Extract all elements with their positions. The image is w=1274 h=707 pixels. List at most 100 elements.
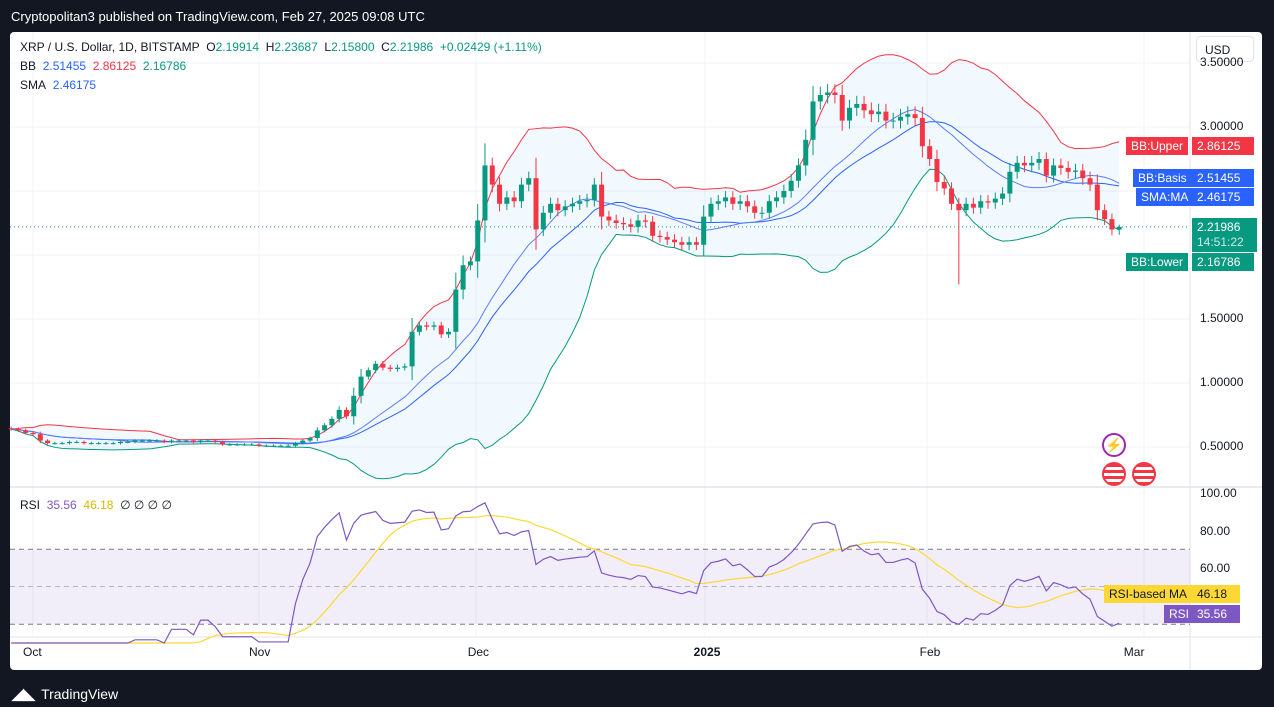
candle — [1043, 159, 1049, 176]
candle — [759, 212, 765, 214]
candle — [963, 203, 969, 211]
last-price-tag: 2.21986 14:51:22 — [1192, 218, 1257, 252]
candle — [66, 441, 72, 444]
time-axis-label: Feb — [919, 645, 941, 659]
candle — [657, 235, 663, 238]
open-value: 2.19914 — [215, 40, 260, 54]
candle — [854, 103, 860, 108]
rsi-ma-tag-label: RSI-based MA — [1104, 585, 1193, 603]
candle — [1072, 170, 1078, 172]
candle — [176, 440, 182, 442]
candle — [992, 198, 998, 203]
candle — [117, 441, 123, 444]
candle — [839, 95, 845, 121]
footer: ◢◣ TradingView — [0, 670, 1274, 707]
candle — [817, 95, 823, 102]
candle — [744, 201, 750, 207]
candle — [810, 101, 816, 140]
candle — [30, 432, 36, 435]
candle — [533, 178, 539, 230]
candle — [781, 191, 787, 198]
last-price-value: 2.21986 — [1197, 220, 1241, 234]
candle — [1029, 162, 1035, 166]
candle — [59, 443, 65, 445]
candle — [715, 201, 721, 204]
candle — [1014, 162, 1020, 172]
candle — [1051, 165, 1057, 176]
bb-lower-tag-value: 2.16786 — [1192, 253, 1254, 271]
candle — [825, 92, 831, 95]
candle — [453, 289, 459, 332]
candle — [263, 445, 269, 447]
us-flag-event-icon[interactable] — [1132, 462, 1156, 486]
candle — [45, 440, 51, 444]
candle — [949, 188, 955, 204]
candle — [956, 203, 962, 211]
candle — [307, 438, 313, 441]
rsi-legend[interactable]: RSI 35.56 46.18 ∅ ∅ ∅ ∅ — [20, 498, 172, 512]
chart-panel[interactable] — [10, 32, 1262, 670]
currency-button[interactable]: USD — [1196, 36, 1254, 62]
candle — [708, 203, 714, 217]
candle — [409, 331, 415, 367]
bb-legend[interactable]: BB 2.51455 2.86125 2.16786 — [20, 59, 186, 73]
low-value: 2.15800 — [331, 40, 375, 54]
candle — [220, 441, 226, 445]
candle — [890, 120, 896, 122]
us-flag-event-icon[interactable] — [1102, 462, 1126, 486]
candle — [599, 184, 605, 217]
candle — [314, 430, 320, 439]
sma-legend[interactable]: SMA 2.46175 — [20, 78, 96, 92]
sma-tag-value: 2.46175 — [1192, 188, 1254, 206]
candle — [504, 197, 510, 204]
candle — [876, 111, 882, 115]
change-value: +0.02429 (+1.11%) — [439, 40, 542, 54]
candle — [395, 367, 400, 369]
price-axis-label: 1.00000 — [1200, 375, 1244, 389]
candle — [475, 220, 481, 262]
candle — [329, 418, 335, 426]
candle — [555, 203, 561, 211]
candle — [482, 165, 488, 221]
price-axis-label: 1.50000 — [1200, 311, 1244, 325]
candle — [540, 212, 546, 230]
candle — [752, 206, 758, 213]
close-label: C — [381, 40, 390, 54]
candle — [664, 237, 670, 240]
candle — [846, 107, 852, 121]
candle — [591, 184, 597, 200]
candle — [562, 206, 568, 211]
high-value: 2.23687 — [274, 40, 318, 54]
candle — [358, 376, 364, 396]
bb-lower-value: 2.16786 — [142, 59, 187, 73]
symbol-legend[interactable]: XRP / U.S. Dollar, 1D, BITSTAMP O2.19914… — [20, 40, 542, 54]
candle — [1102, 210, 1108, 220]
candle — [569, 203, 575, 207]
candle — [234, 444, 240, 446]
candle — [919, 118, 925, 147]
time-axis-label: Mar — [1123, 645, 1145, 659]
candle — [446, 331, 452, 335]
candle — [1058, 165, 1064, 168]
candle — [300, 440, 306, 444]
time-axis-label: Dec — [467, 645, 490, 659]
sma-tag-label: SMA:MA — [1136, 188, 1194, 206]
lightning-icon[interactable]: ⚡ — [1102, 433, 1126, 457]
candle — [278, 445, 284, 447]
candle — [125, 441, 131, 443]
candle — [198, 440, 204, 442]
time-axis-label: Nov — [248, 645, 271, 659]
rsi-ma-tag-value: 46.18 — [1192, 585, 1240, 603]
candle — [37, 434, 43, 441]
candle — [912, 114, 918, 119]
candle — [139, 440, 145, 442]
rsi-ma-value: 46.18 — [83, 498, 114, 512]
candle — [190, 440, 196, 442]
bb-upper-tag-label: BB:Upper — [1126, 137, 1189, 155]
candle — [154, 440, 160, 442]
bb-basis-tag-value: 2.51455 — [1192, 169, 1254, 187]
candle — [978, 201, 984, 208]
candle — [774, 197, 780, 202]
price-axis-label: 3.00000 — [1200, 119, 1244, 133]
